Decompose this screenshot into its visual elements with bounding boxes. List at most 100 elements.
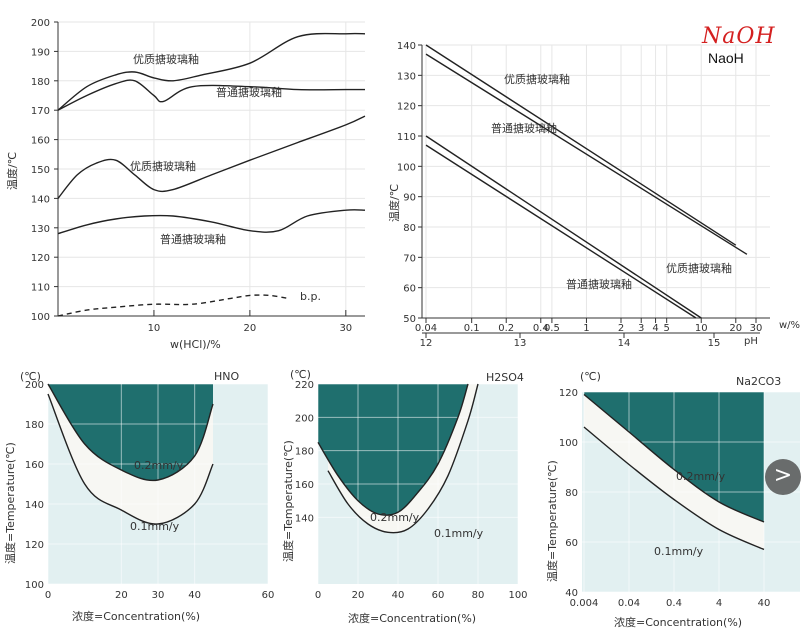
chart-3-hno: 100 120 140 160 180 200 0 20 30 40 60 HNO (℃) 0.2… (3, 370, 274, 623)
chart-2-ph-label: pH (744, 336, 758, 347)
chart-2-annot-4: 普通搪玻璃釉 (566, 277, 632, 291)
logo-text: NaoH (708, 50, 744, 66)
chart-5-y-label: 温度=Temperature(℃) (545, 460, 559, 582)
chart-1-annot-3: 优质搪玻璃釉 (130, 159, 196, 173)
chart-2-series-line-1 (425, 44, 737, 246)
chart-3-y-tick-label: 180 (25, 420, 44, 431)
chart-1-y-tick-label: 160 (31, 136, 50, 147)
chart-3-unit: (℃) (20, 370, 41, 383)
chart-4-x-tick-label: 20 (352, 590, 365, 601)
chart-1-y-tick-label: 190 (31, 47, 50, 58)
chart-3-x-tick-label: 30 (152, 590, 165, 601)
chart-2-ph-tick-label: 13 (514, 338, 527, 349)
chart-1-y-tick-label: 170 (31, 106, 50, 117)
chart-3-label-02: 0.2mm/y (134, 459, 184, 472)
chart-4-x-label: 浓度=Concentration(%) (348, 611, 476, 625)
chart-2-y-tick-label: 50 (403, 314, 416, 325)
chart-2-y-tick-label: 70 (403, 253, 416, 264)
chart-4-y-tick-label: 180 (295, 447, 314, 458)
chart-4-y-tick-label: 160 (295, 480, 314, 491)
chart-2-y-tick-label: 100 (397, 162, 416, 173)
chart-2-x-tick-label: 4 (652, 323, 658, 334)
chart-2-x-tick-label: 0.2 (498, 323, 514, 334)
chart-1-y-tick-label: 150 (31, 165, 50, 176)
chart-1-y-tick-label: 200 (31, 18, 50, 29)
chart-5-curve-01 (583, 426, 765, 551)
chart-3-curve-02 (47, 383, 214, 482)
chart-5-x-tick-label: 0.4 (666, 598, 682, 609)
chart-1-series-line-3 (57, 115, 366, 199)
chart-4-x-tick-label: 60 (432, 590, 445, 601)
chart-1-y-tick-label: 110 (31, 283, 50, 294)
chart-5-x-label: 浓度=Concentration(%) (614, 615, 742, 629)
chart-5-x-tick-label: 0.004 (570, 598, 599, 609)
chart-1-y-label: 温度/℃ (5, 152, 19, 190)
chart-4-x-tick-label: 40 (392, 590, 405, 601)
chart-4-y-label: 温度=Temperature(℃) (281, 440, 295, 562)
chart-1-series-line-4 (57, 209, 366, 235)
chart-2-series-line-2 (425, 53, 748, 255)
chart-2-x-tick-label: 3 (638, 323, 644, 334)
chart-5-curve-02 (583, 393, 765, 523)
chart-3-y-tick-label: 200 (25, 380, 44, 391)
chart-5-y-tick-label: 100 (559, 438, 578, 449)
chart-1-y-tick-label: 140 (31, 194, 50, 205)
chart-4-x-tick-label: 0 (315, 590, 321, 601)
chart-3-x-label: 浓度=Concentration(%) (72, 609, 200, 623)
chart-1-hcl: 100 110 120 130 140 150 160 170 180 190 200 10 20 30… (5, 18, 366, 351)
chart-5-x-tick-label: 4 (716, 598, 722, 609)
chart-4-y-tick-label: 220 (295, 380, 314, 391)
chart-4-fill (318, 384, 468, 516)
chart-1-annot-bp: b.p. (300, 290, 321, 303)
chart-2-x-tick-label: 1 (583, 323, 589, 334)
chart-1-series-line-2 (57, 79, 365, 111)
logo-script-text: NaOH (702, 24, 776, 49)
chart-1-x-tick-label: 30 (339, 323, 352, 334)
chart-2-ph-tick-label: 15 (708, 338, 721, 349)
chart-2-y-tick-label: 130 (397, 71, 416, 82)
chart-2-x-tick-label: 0.4 (533, 323, 549, 334)
chart-3-x-tick-label: 0 (45, 590, 51, 601)
chart-3-y-label: 温度=Temperature(℃) (3, 442, 17, 564)
chart-2-y-label: 温度/℃ (387, 184, 401, 222)
chart-1-y-tick-label: 100 (31, 312, 50, 323)
chart-2-series-line-3 (425, 135, 702, 319)
chart-3-y-tick-label: 100 (25, 580, 44, 591)
next-arrow-button[interactable]: > (765, 459, 801, 495)
chart-4-y-tick-label: 140 (295, 513, 314, 524)
chart-4-curve-01 (327, 383, 479, 534)
chart-1-x-label: w(HCl)/% (170, 338, 221, 351)
chart-3-curve-01 (47, 393, 214, 525)
chart-2-series-line-4 (425, 144, 697, 319)
chart-2-x-tick-label: 2 (618, 323, 624, 334)
naoh-logo: NaOH NaoH (700, 24, 780, 74)
chart-1-y-tick-label: 180 (31, 77, 50, 88)
chart-5-y-tick-label: 120 (559, 388, 578, 399)
chart-3-fill (48, 384, 213, 481)
chart-4-label-02: 0.2mm/y (370, 511, 420, 524)
chart-2-x-tick-label: 0.04 (415, 323, 437, 334)
chart-2-x-tick-label: 0.5 (544, 323, 560, 334)
chart-1-x-tick-label: 10 (148, 323, 161, 334)
chart-1-y-tick-label: 130 (31, 224, 50, 235)
chart-5-x-tick-label: 0.04 (618, 598, 640, 609)
chart-2-ph-tick-label: 12 (420, 338, 433, 349)
chart-2-x-unit: w/% (779, 320, 800, 331)
chart-2-annot-3: 优质搪玻璃釉 (666, 261, 732, 275)
chart-3-x-tick-label: 40 (188, 590, 201, 601)
chart-2-x-tick-label: 30 (750, 323, 763, 334)
chart-5-title: Na2CO3 (736, 375, 781, 388)
chart-5-y-tick-label: 60 (565, 538, 578, 549)
chart-1-y-tick-label: 120 (31, 253, 50, 264)
chart-1-x-tick-label: 20 (244, 323, 257, 334)
chart-2-annot-2: 普通搪玻璃釉 (491, 121, 557, 135)
chart-2-y-tick-label: 140 (397, 41, 416, 52)
chart-3-y-tick-label: 140 (25, 500, 44, 511)
chart-1-annot-1: 优质搪玻璃釉 (133, 52, 199, 66)
chart-3-label-01: 0.1mm/y (130, 520, 180, 533)
chart-2-y-tick-label: 60 (403, 284, 416, 295)
chart-2-x-tick-label: 0.1 (464, 323, 480, 334)
chart-2-x-tick-label: 20 (729, 323, 742, 334)
